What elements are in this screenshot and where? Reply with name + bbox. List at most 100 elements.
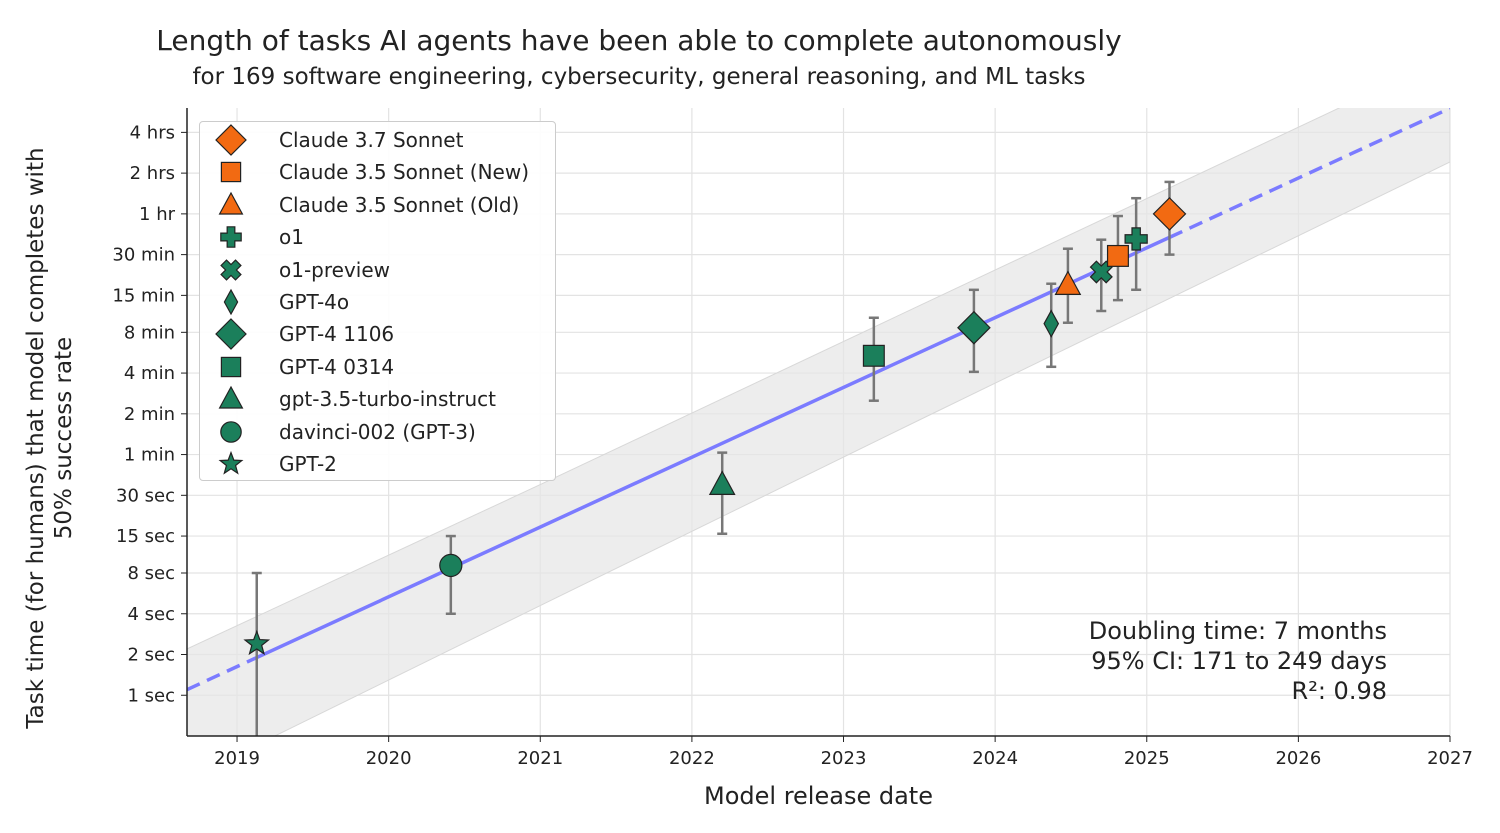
- marker-o1-preview: [1089, 260, 1113, 284]
- legend-marker-icon: [218, 191, 244, 215]
- legend-marker-icon: [220, 258, 242, 281]
- y-tick-label: 8 min: [124, 322, 175, 343]
- legend-marker-gpt-2: [218, 450, 244, 475]
- x-tick-label: 2027: [1427, 748, 1473, 769]
- chart-title: Length of tasks AI agents have been able…: [156, 24, 1122, 57]
- point-o1: [1124, 196, 1148, 292]
- legend-label: davinci-002 (GPT-3): [279, 419, 476, 444]
- point-claude-3-5-sonnet-old: [1054, 247, 1082, 324]
- legend-item-claude-3-5-sonnet-new: Claude 3.5 Sonnet (New): [200, 156, 529, 188]
- legend-item-gpt-4o: GPT-4o: [200, 286, 349, 318]
- legend-label: Claude 3.5 Sonnet (Old): [279, 192, 520, 217]
- legend-label: GPT-4 1106: [279, 322, 395, 347]
- x-tick-label: 2022: [669, 748, 715, 769]
- y-tick-label: 15 min: [112, 285, 175, 306]
- marker-o1: [1124, 227, 1148, 251]
- fit-stats: Doubling time: 7 months 95% CI: 171 to 2…: [1089, 616, 1387, 706]
- x-tick-label: 2021: [517, 748, 563, 769]
- legend: Claude 3.7 Sonnet Claude 3.5 Sonnet (New)…: [199, 121, 556, 481]
- legend-marker-icon: [220, 420, 242, 443]
- y-axis-label-line2: 50% success rate: [51, 336, 77, 540]
- x-axis-label: Model release date: [704, 782, 933, 810]
- legend-item-o1-preview: o1-preview: [200, 254, 390, 286]
- legend-item-o1: o1: [200, 221, 304, 253]
- confidence-interval: 95% CI: 171 to 249 days: [1091, 647, 1387, 675]
- legend-label: Claude 3.7 Sonnet: [279, 128, 464, 152]
- legend-item-gpt-4-0314: GPT-4 0314: [200, 351, 394, 383]
- legend-label: o1: [279, 225, 304, 250]
- x-tick-label: 2023: [821, 748, 867, 769]
- legend-label: GPT-4 0314: [279, 354, 395, 379]
- legend-label: gpt-3.5-turbo-instruct: [279, 387, 496, 412]
- legend-label: o1-preview: [279, 257, 391, 282]
- legend-marker-davinci-002-gpt-3: [220, 420, 242, 443]
- y-tick-label: 1 sec: [127, 685, 175, 706]
- point-o1-preview: [1089, 238, 1113, 313]
- y-tick-label: 15 sec: [116, 526, 175, 547]
- legend-marker-icon: [223, 288, 239, 316]
- legend-item-davinci-002-gpt-3: davinci-002 (GPT-3): [200, 416, 476, 448]
- legend-marker-icon: [220, 226, 242, 248]
- marker-claude-3-7-sonnet: [1152, 197, 1187, 231]
- fit-line-dashed-left: [187, 655, 258, 692]
- y-tick-label: 4 hrs: [130, 122, 175, 143]
- point-claude-3-5-sonnet-new: [1106, 214, 1129, 302]
- legend-label: Claude 3.5 Sonnet (New): [279, 160, 529, 185]
- chart-subtitle: for 169 software engineering, cybersecur…: [192, 64, 1086, 90]
- plot-content: [187, 108, 1450, 736]
- y-tick-label: 4 min: [124, 363, 175, 384]
- legend-marker-o1-preview: [220, 258, 242, 281]
- legend-marker-icon: [215, 124, 247, 156]
- doubling-time: Doubling time: 7 months: [1088, 617, 1387, 645]
- fit-line: [256, 235, 1171, 660]
- marker-gpt-4-1106: [957, 310, 991, 345]
- y-axis-label-line1: Task time (for humans) that model comple…: [23, 147, 49, 729]
- marker-gpt-4o: [1043, 309, 1060, 338]
- marker-claude-3-5-sonnet-new: [1106, 244, 1129, 267]
- x-tick-label: 2026: [1275, 748, 1321, 769]
- y-tick-label: 1 min: [124, 445, 175, 466]
- y-tick-label: 1 hr: [139, 204, 176, 225]
- legend-item-claude-3-5-sonnet-old: Claude 3.5 Sonnet (Old): [200, 189, 519, 221]
- y-tick-label: 30 sec: [116, 485, 175, 506]
- marker-davinci-002-gpt-3: [439, 553, 463, 578]
- legend-marker-icon: [220, 162, 242, 183]
- legend-marker-icon: [215, 318, 247, 351]
- legend-marker-icon: [220, 356, 242, 377]
- x-tick-label: 2019: [214, 748, 260, 769]
- legend-marker-claude-3-5-sonnet-new: [220, 162, 242, 183]
- marker-claude-3-5-sonnet-old: [1054, 270, 1082, 295]
- legend-marker-o1: [220, 226, 242, 248]
- legend-item-claude-3-7-sonnet: Claude 3.7 Sonnet: [200, 124, 463, 156]
- legend-marker-gpt-4-0314: [220, 356, 242, 377]
- marker-gpt-4-0314: [862, 344, 885, 367]
- legend-marker-claude-3-5-sonnet-old: [218, 191, 244, 215]
- legend-marker-icon: [218, 385, 244, 409]
- legend-item-gpt-3-5-turbo-instruct: gpt-3.5-turbo-instruct: [200, 383, 496, 415]
- legend-marker-gpt-3-5-turbo-instruct: [218, 385, 244, 409]
- legend-marker-claude-3-7-sonnet: [215, 124, 247, 156]
- point-gpt-3-5-turbo-instruct: [708, 451, 736, 536]
- point-davinci-002-gpt-3: [439, 534, 463, 616]
- y-tick-label: 2 sec: [127, 645, 175, 666]
- legend-marker-gpt-4o: [223, 288, 239, 316]
- y-tick-label: 8 sec: [127, 563, 175, 584]
- y-tick-label: 30 min: [112, 245, 175, 266]
- point-gpt-2: [243, 571, 271, 736]
- confidence-band: [187, 108, 1450, 736]
- marker-gpt-3-5-turbo-instruct: [708, 470, 736, 495]
- legend-marker-icon: [218, 450, 244, 475]
- point-gpt-4o: [1043, 282, 1060, 369]
- r-squared: R²: 0.98: [1291, 677, 1387, 705]
- point-claude-3-7-sonnet: [1152, 180, 1187, 256]
- point-gpt-4-1106: [957, 288, 991, 374]
- y-tick-label: 2 hrs: [130, 163, 175, 184]
- point-gpt-4-0314: [862, 316, 885, 402]
- x-tick-label: 2020: [366, 748, 412, 769]
- legend-item-gpt-2: GPT-2: [200, 448, 337, 480]
- x-tick-label: 2024: [972, 748, 1018, 769]
- legend-item-gpt-4-1106: GPT-4 1106: [200, 318, 395, 351]
- legend-label: GPT-2: [279, 452, 337, 476]
